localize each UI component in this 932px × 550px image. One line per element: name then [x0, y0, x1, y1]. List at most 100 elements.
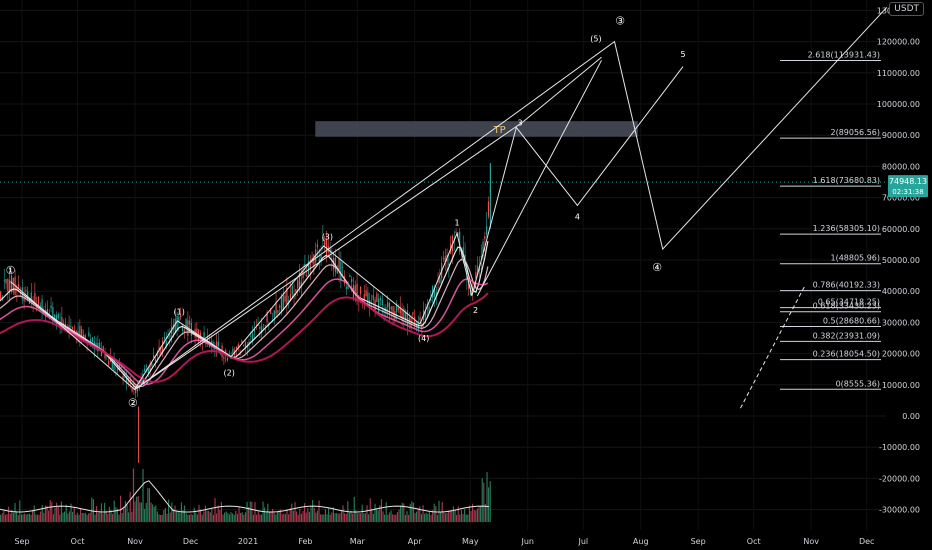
x-tick-label: Jun — [520, 537, 534, 546]
candle — [169, 334, 171, 338]
candle — [216, 341, 218, 349]
current-price-badge — [888, 175, 928, 198]
volume-bar — [148, 488, 150, 523]
candle — [392, 306, 394, 316]
volume-bar — [49, 500, 51, 523]
volume-bar — [252, 514, 254, 523]
volume-bar — [17, 514, 19, 523]
volume-bar — [478, 506, 480, 523]
volume-bar — [230, 512, 232, 523]
volume-bar — [280, 509, 282, 523]
volume-bar — [232, 513, 234, 523]
volume-bar — [9, 513, 11, 523]
candle — [295, 289, 297, 292]
volume-bar — [353, 496, 355, 523]
tp-label: TP — [493, 125, 506, 136]
volume-bar — [352, 513, 354, 523]
x-tick-label: Apr — [408, 537, 423, 546]
candle — [73, 329, 76, 333]
volume-bar — [444, 513, 446, 523]
volume-bar — [140, 502, 142, 523]
y-tick-label: 80000.00 — [882, 162, 920, 171]
volume-bar — [411, 501, 413, 523]
candle — [162, 340, 164, 353]
volume-bar — [481, 478, 483, 523]
volume-bar — [150, 502, 152, 523]
candle — [324, 240, 326, 246]
candle — [394, 311, 396, 320]
volume-bar — [196, 514, 198, 523]
volume-bar — [366, 505, 368, 523]
y-tick-label: -30000.00 — [879, 506, 920, 515]
volume-bar — [382, 511, 384, 523]
volume-bar — [368, 514, 370, 523]
volume-bar — [363, 513, 365, 523]
volume-bar — [312, 500, 314, 523]
volume-bar — [449, 511, 451, 523]
volume-bar — [160, 514, 162, 523]
volume-bar — [214, 498, 216, 523]
candle — [372, 295, 374, 300]
volume-bar — [273, 512, 275, 523]
volume-bar — [38, 514, 40, 523]
currency-badge[interactable]: USDT — [889, 2, 924, 16]
candle — [351, 279, 353, 282]
volume-bar — [315, 512, 317, 523]
volume-bar — [428, 512, 430, 523]
volume-bar — [390, 510, 392, 523]
volume-bar — [457, 506, 459, 523]
volume-bar — [243, 514, 245, 523]
volume-bar — [425, 513, 427, 523]
fib-label: 0.618(33430.23) — [813, 302, 880, 311]
volume-bar — [440, 512, 442, 523]
fib-label: 0.236(18054.50) — [813, 350, 880, 359]
wave-label: (5) — [590, 34, 601, 43]
volume-bar — [14, 503, 16, 523]
x-tick-label: 2021 — [238, 537, 258, 546]
volume-bar — [275, 514, 277, 523]
volume-bar — [52, 514, 54, 523]
volume-bar — [483, 482, 485, 523]
candle — [174, 318, 176, 332]
volume-bar — [272, 509, 274, 523]
candle — [199, 332, 202, 338]
volume-bar — [452, 506, 454, 523]
volume-bar — [289, 508, 291, 523]
volume-bar — [288, 514, 290, 523]
volume-bar — [156, 511, 158, 523]
candle — [178, 316, 180, 323]
volume-bar — [228, 514, 230, 523]
volume-bar — [235, 510, 237, 523]
volume-bar — [147, 488, 149, 523]
candle — [165, 341, 167, 348]
volume-bar — [467, 514, 469, 523]
volume-bar — [72, 511, 74, 523]
volume-bar — [281, 514, 283, 523]
candle — [72, 327, 74, 329]
volume-bar — [296, 511, 298, 523]
volume-bar — [257, 511, 259, 523]
candle — [39, 305, 41, 308]
volume-bar — [134, 501, 136, 523]
volume-bar — [310, 507, 312, 523]
current-price-countdown: 02:31:38 — [892, 188, 923, 196]
x-tick-label: Aug — [633, 537, 649, 546]
candle — [235, 346, 238, 349]
candle — [243, 344, 245, 346]
volume-bar — [342, 505, 344, 523]
tp-zone — [315, 121, 638, 137]
volume-bar — [86, 514, 88, 523]
volume-bar — [465, 514, 467, 523]
volume-bar — [334, 513, 336, 523]
volume-bar — [169, 512, 171, 523]
candle — [444, 256, 446, 265]
x-tick-label: Oct — [747, 537, 761, 546]
candle — [336, 269, 338, 274]
candle — [57, 313, 59, 319]
candle — [439, 277, 441, 284]
candle — [435, 292, 437, 294]
x-tick-label: Sep — [14, 537, 29, 546]
candle — [127, 380, 130, 382]
volume-bar — [297, 514, 299, 523]
